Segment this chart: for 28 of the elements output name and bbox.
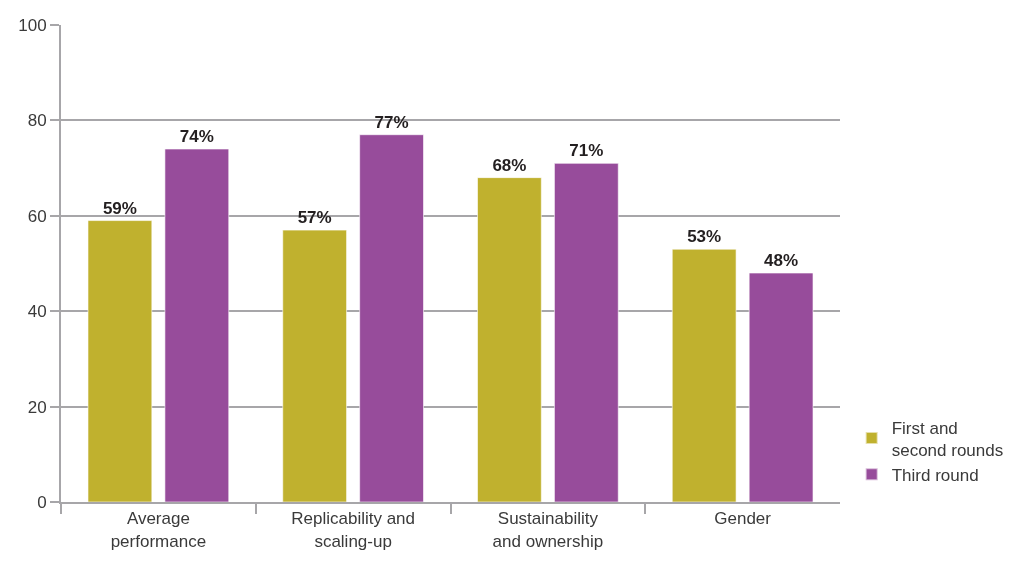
x-tick-label: Gender [714, 509, 772, 529]
y-tick-label: 60 [27, 206, 47, 226]
data-label: 74% [179, 127, 214, 147]
x-tick-label: Replicability and scaling-up [291, 509, 416, 551]
y-tick-label: 0 [37, 492, 47, 512]
bar [553, 162, 619, 502]
legend-label: Third round [891, 465, 979, 485]
bar [476, 177, 542, 502]
data-label: 59% [102, 198, 137, 218]
bar [671, 248, 737, 502]
y-tick-label: 40 [27, 302, 47, 322]
y-tick-label: 100 [18, 15, 47, 35]
y-tick-label: 20 [27, 397, 47, 417]
bar [164, 148, 230, 502]
data-label: 71% [569, 141, 604, 161]
data-label: 77% [374, 112, 409, 132]
bar [359, 134, 425, 502]
data-label: 48% [764, 251, 799, 271]
bar [87, 220, 153, 502]
y-tick-label: 80 [27, 111, 47, 131]
bar [748, 272, 814, 502]
data-label: 53% [687, 227, 722, 247]
legend-label: First and second rounds [891, 418, 1004, 460]
x-tick-label: Average performance [110, 509, 207, 551]
data-label: 68% [492, 155, 527, 175]
data-label: 57% [297, 208, 332, 228]
x-tick-label: Sustainability and ownership [492, 509, 604, 551]
bar [282, 229, 348, 502]
